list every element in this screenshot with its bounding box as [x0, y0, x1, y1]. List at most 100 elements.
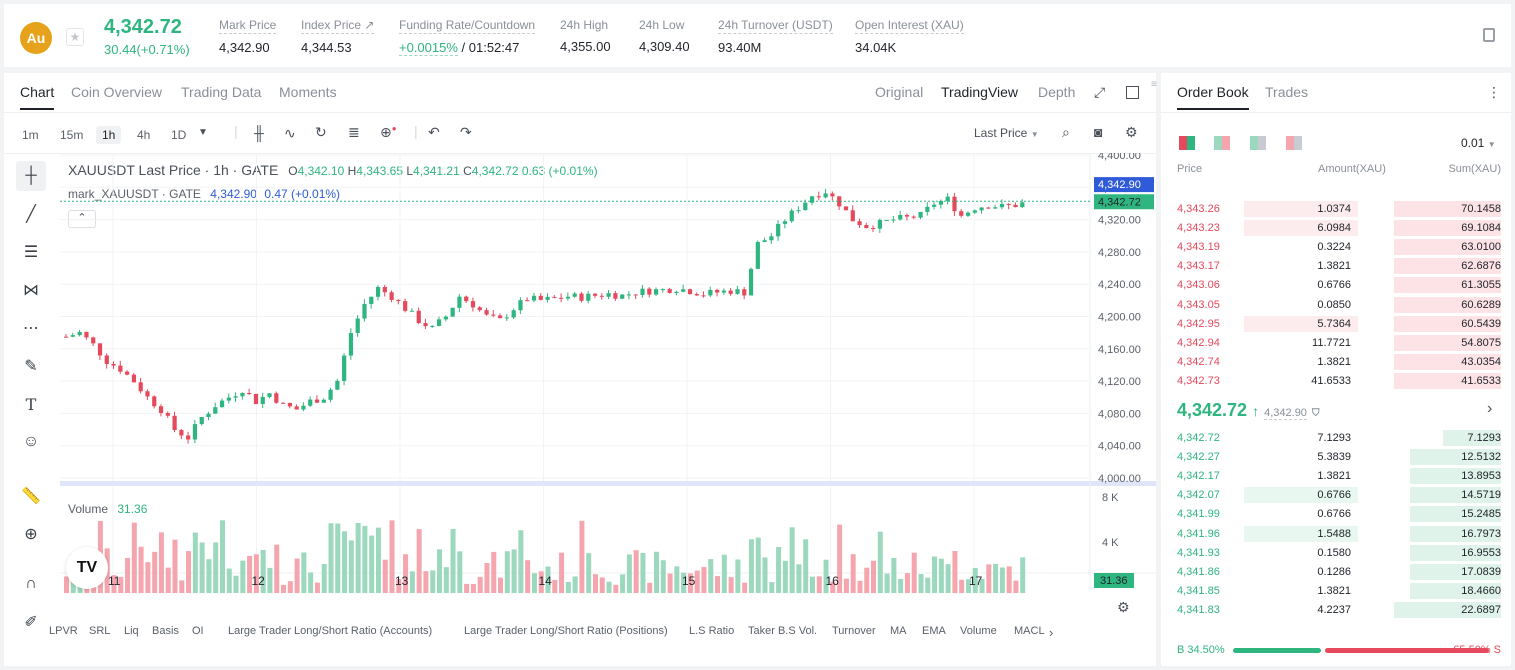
indicator-turnover[interactable]: Turnover — [832, 625, 876, 637]
stat-index-price[interactable]: Index Price ↗ 4,344.53 — [301, 18, 375, 55]
settings-gear-icon[interactable]: ⚙ — [1125, 124, 1138, 140]
indicator-ls-ratio[interactable]: L.S Ratio — [689, 625, 735, 637]
text-tool-icon[interactable]: T — [25, 394, 37, 414]
tab-order-book[interactable]: Order Book — [1177, 84, 1249, 110]
zoom-in-icon[interactable]: ⊕ — [24, 526, 38, 543]
magnet-icon[interactable]: ∩ — [25, 575, 37, 592]
redo-icon[interactable]: ↷ — [460, 124, 472, 140]
ask-row[interactable]: 4,343.26 1.0374 70.1458 — [1177, 200, 1501, 219]
tab-tradingview[interactable]: TradingView — [941, 84, 1019, 100]
interval-1h[interactable]: 1h — [96, 126, 122, 144]
ask-row[interactable]: 4,342.73 41.6533 41.6533 — [1177, 372, 1501, 391]
indicator-taker-bs-vol[interactable]: Taker B.S Vol. — [748, 625, 818, 637]
row-sum: 54.8075 — [1461, 336, 1501, 349]
collapse-legend-button[interactable]: ⌃ — [68, 210, 96, 228]
layout-split-icon[interactable] — [1214, 136, 1230, 150]
ask-row[interactable]: 4,343.23 6.0984 69.1084 — [1177, 219, 1501, 238]
trend-line-icon[interactable]: ╱ — [26, 206, 36, 223]
tab-trading-data[interactable]: Trading Data — [181, 84, 262, 100]
candle-body — [477, 307, 482, 311]
bid-row[interactable]: 4,341.96 1.5488 16.7973 — [1177, 525, 1501, 544]
candlestick-chart[interactable]: 4,400.004,360.004,320.004,280.004,240.00… — [60, 153, 1156, 603]
volume-bar — [728, 577, 734, 593]
emoji-icon[interactable]: ☺ — [22, 433, 40, 450]
indicator-basis[interactable]: Basis — [152, 625, 179, 637]
indicator-ltlsr-positions[interactable]: Large Trader Long/Short Ratio (Positions… — [464, 625, 668, 637]
indicator-ltlsr-accounts[interactable]: Large Trader Long/Short Ratio (Accounts) — [228, 625, 433, 637]
tab-chart[interactable]: Chart — [20, 84, 55, 110]
pencil-icon[interactable]: ✐ — [24, 614, 38, 631]
interval-4h[interactable]: 4h — [137, 128, 151, 142]
template-icon[interactable]: ≣ — [348, 124, 360, 140]
brush-icon[interactable]: ✎ — [24, 358, 38, 375]
interval-dropdown-icon[interactable]: ▼ — [198, 127, 208, 138]
add-indicator-icon[interactable]: ⊕● — [380, 124, 397, 140]
bid-row[interactable]: 4,341.86 0.1286 17.0839 — [1177, 563, 1501, 582]
volume-bar — [498, 577, 504, 593]
star-icon[interactable]: ★ — [66, 28, 84, 46]
interval-15m[interactable]: 15m — [60, 128, 84, 142]
indicator-ma[interactable]: MA — [890, 625, 907, 637]
ruler-icon[interactable]: 📏 — [21, 488, 41, 505]
bid-row[interactable]: 4,341.85 1.3821 18.4660 — [1177, 582, 1501, 601]
volume-bar — [396, 579, 402, 593]
row-sum: 62.6876 — [1461, 260, 1501, 273]
interval-1d[interactable]: 1D — [171, 128, 187, 142]
more-vertical-icon[interactable]: ⋮ — [1487, 84, 1501, 100]
document-icon[interactable] — [1483, 28, 1495, 42]
volume-bar — [959, 579, 965, 593]
price-type-select[interactable]: Last Price ▼ — [974, 126, 1039, 140]
tab-depth[interactable]: Depth — [1038, 84, 1076, 100]
layout-asks-icon[interactable] — [1286, 136, 1302, 150]
bid-row[interactable]: 4,341.93 0.1580 16.9553 — [1177, 544, 1501, 563]
crosshair-icon[interactable]: ┼ — [16, 161, 46, 191]
layout-both-icon[interactable] — [1179, 136, 1195, 150]
panel-menu-icon[interactable]: ≡ — [1151, 79, 1157, 90]
camera-icon[interactable]: ◙ — [1094, 124, 1103, 140]
indicator-macd[interactable]: MACL — [1014, 625, 1045, 637]
chart-settings-icon[interactable]: ⚙ — [1117, 599, 1130, 615]
ask-row[interactable]: 4,342.94 11.7721 54.8075 — [1177, 334, 1501, 353]
ask-row[interactable]: 4,343.19 0.3224 63.0100 — [1177, 238, 1501, 257]
tab-trades[interactable]: Trades — [1265, 84, 1309, 100]
indicator-volume[interactable]: Volume — [960, 625, 997, 637]
ask-row[interactable]: 4,343.06 0.6766 61.3055 — [1177, 276, 1501, 295]
tab-coin-overview[interactable]: Coin Overview — [71, 84, 163, 100]
volume-tag-bg — [1094, 573, 1134, 588]
candle-body — [504, 317, 510, 319]
replay-icon[interactable]: ↻ — [315, 124, 327, 140]
indicator-ema[interactable]: EMA — [922, 625, 946, 637]
expand-icon[interactable]: ⤢ — [1094, 84, 1106, 100]
interval-1m[interactable]: 1m — [22, 128, 39, 142]
ask-row[interactable]: 4,343.05 0.0850 60.6289 — [1177, 296, 1501, 315]
ask-row[interactable]: 4,342.95 5.7364 60.5439 — [1177, 315, 1501, 334]
indicator-oi[interactable]: OI — [192, 625, 204, 637]
candle-type-icon[interactable]: ╫ — [254, 125, 264, 141]
tab-moments[interactable]: Moments — [279, 84, 337, 100]
indicator-liq[interactable]: Liq — [124, 625, 139, 637]
bid-row[interactable]: 4,342.27 5.3839 12.5132 — [1177, 448, 1501, 467]
volume-bar — [904, 573, 910, 593]
fib-icon[interactable]: ⋯ — [23, 320, 39, 337]
chevron-right-icon[interactable]: › — [1487, 400, 1493, 417]
bid-row[interactable]: 4,342.17 1.3821 13.8953 — [1177, 467, 1501, 486]
pattern-icon[interactable]: ⋈ — [23, 282, 39, 299]
price-change: 30.44(+0.71%) — [104, 42, 190, 57]
undo-icon[interactable]: ↶ — [428, 124, 440, 140]
chevron-right-icon[interactable]: › — [1049, 625, 1054, 640]
layout-bids-icon[interactable] — [1250, 136, 1266, 150]
tab-original[interactable]: Original — [875, 84, 924, 100]
indicator-icon[interactable]: ∿ — [284, 125, 296, 141]
bid-row[interactable]: 4,342.07 0.6766 14.5719 — [1177, 486, 1501, 505]
indicator-lpvr[interactable]: LPVR — [49, 625, 78, 637]
bid-row[interactable]: 4,341.99 0.6766 15.2485 — [1177, 505, 1501, 524]
ask-row[interactable]: 4,343.17 1.3821 62.6876 — [1177, 257, 1501, 276]
search-icon[interactable]: ⌕ — [1062, 124, 1070, 140]
bid-row[interactable]: 4,342.72 7.1293 7.1293 — [1177, 429, 1501, 448]
horizontal-lines-icon[interactable]: ☰ — [23, 244, 39, 261]
bid-row[interactable]: 4,341.83 4.2237 22.6897 — [1177, 601, 1501, 620]
window-icon[interactable] — [1126, 86, 1139, 99]
indicator-srl[interactable]: SRL — [89, 625, 111, 637]
ask-row[interactable]: 4,342.74 1.3821 43.0354 — [1177, 353, 1501, 372]
precision-select[interactable]: 0.01 ▼ — [1461, 136, 1496, 150]
